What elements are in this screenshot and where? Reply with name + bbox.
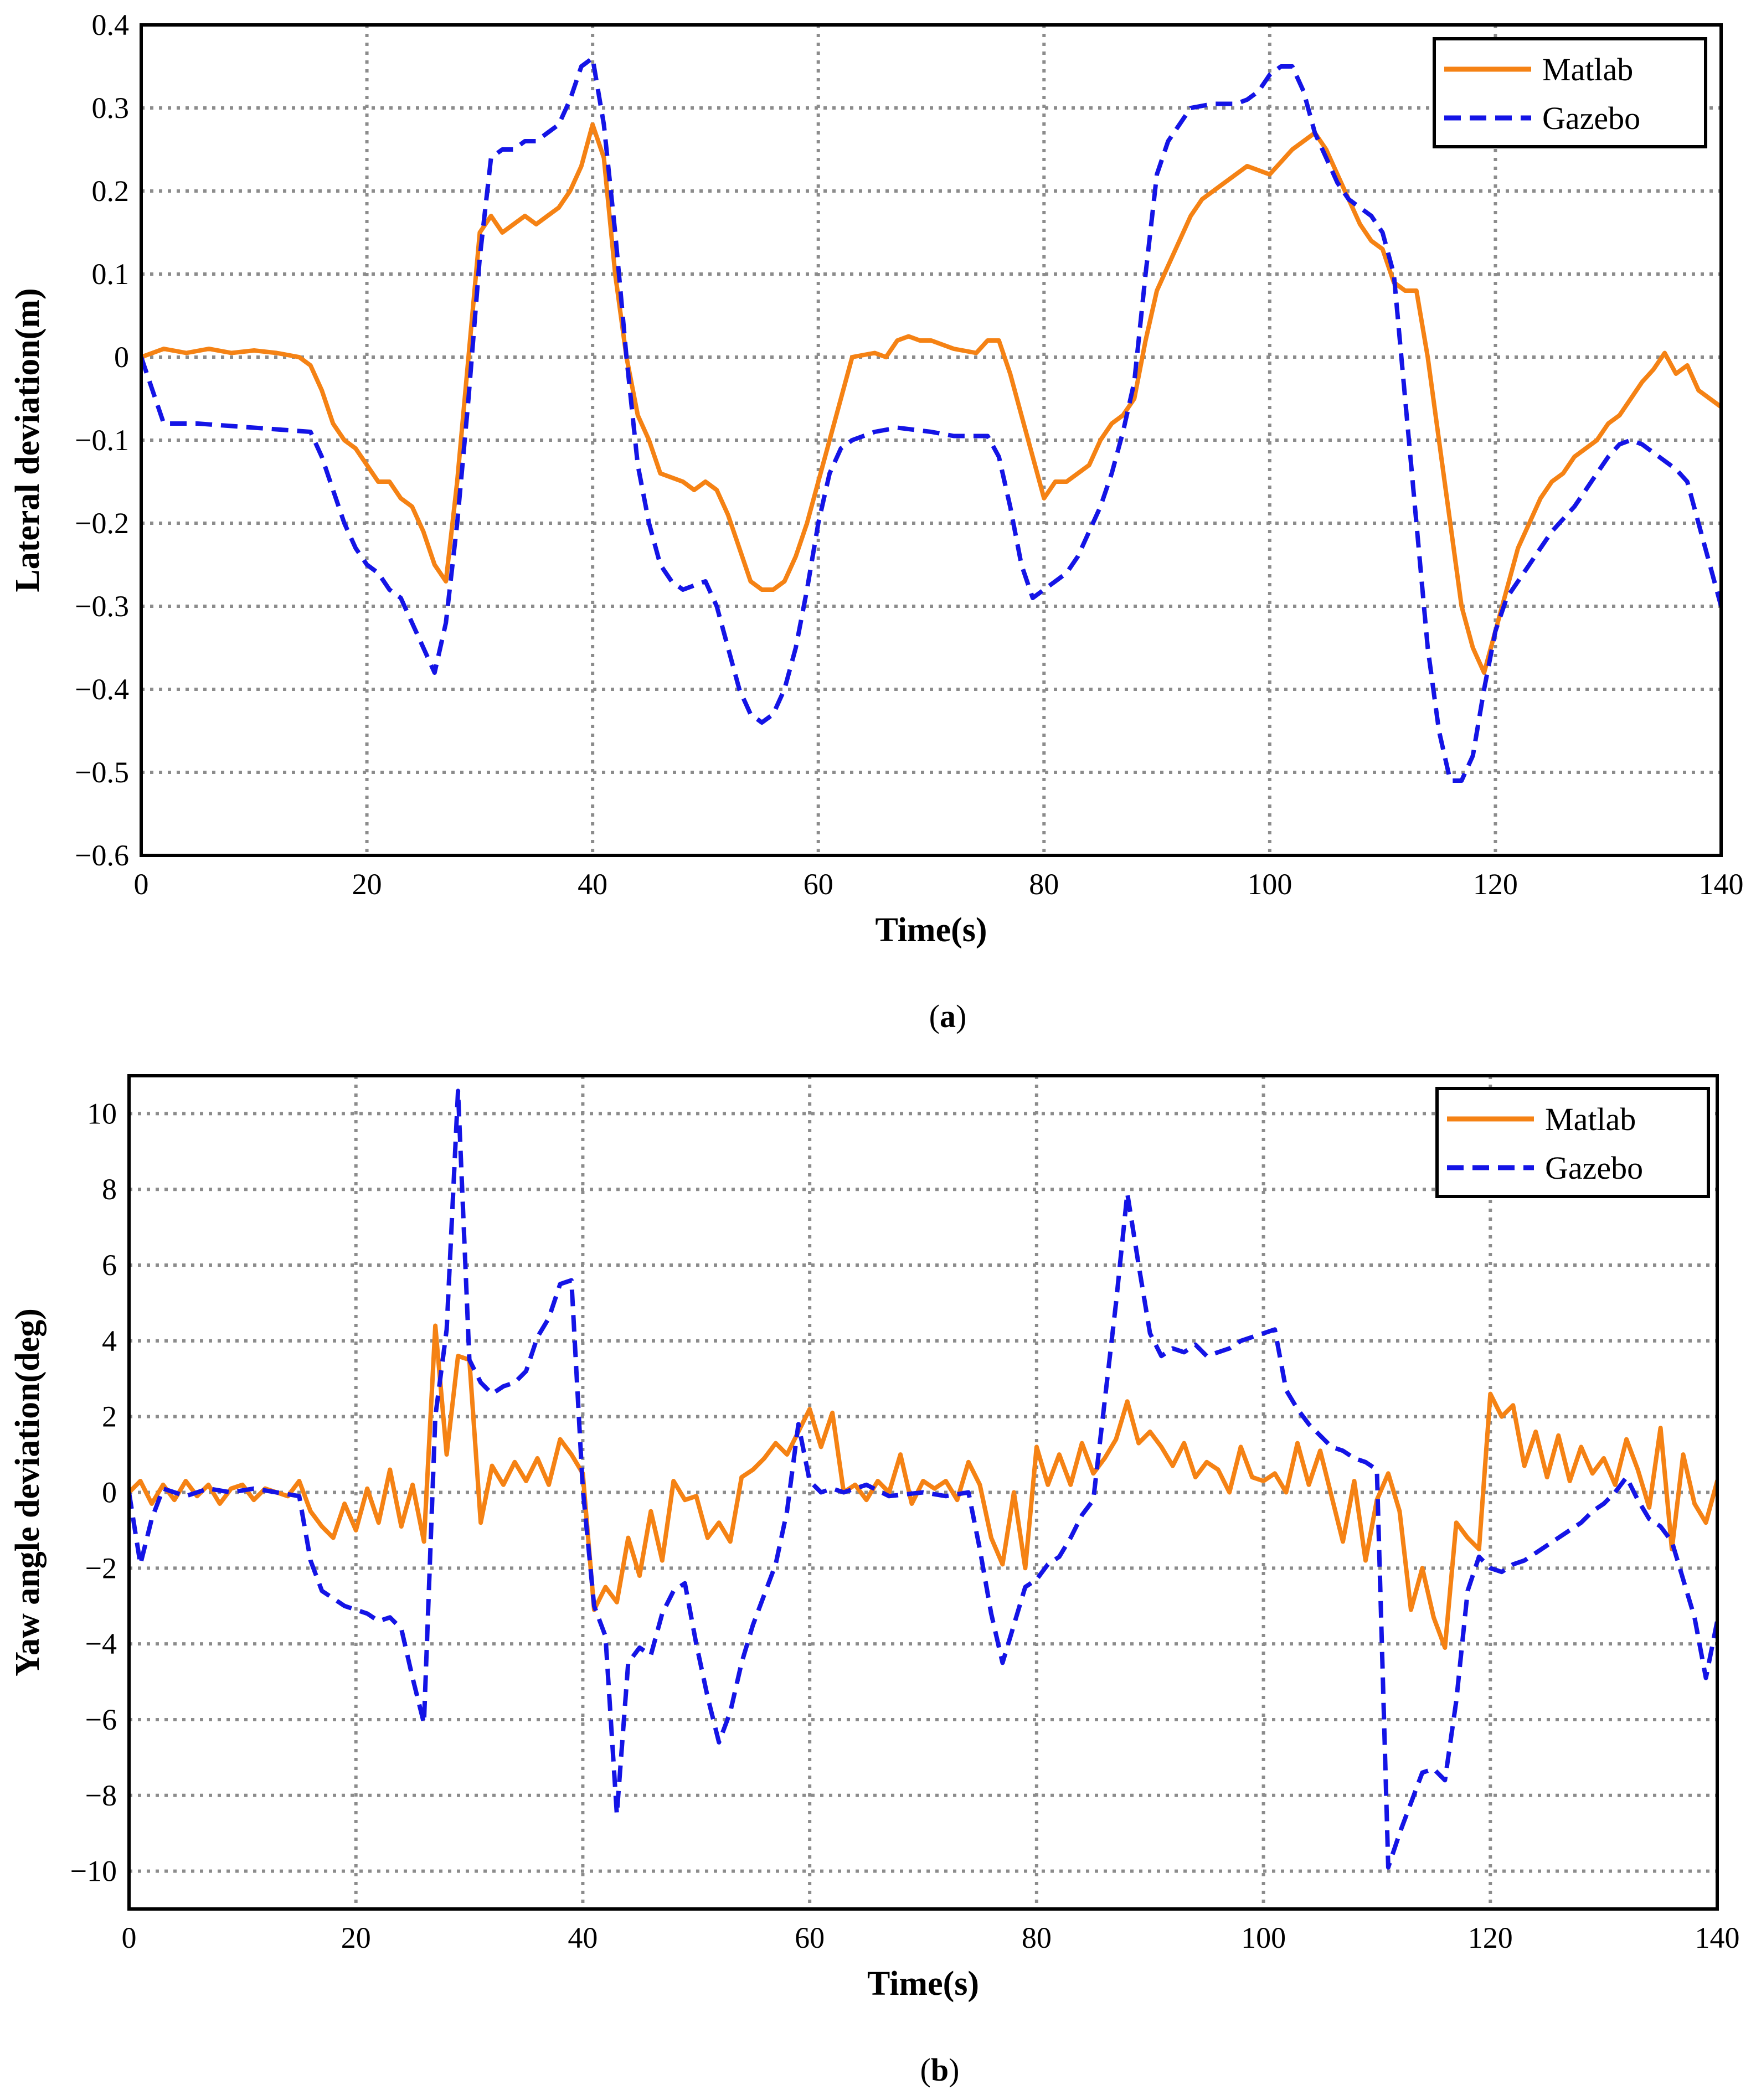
y-tick-label: −8 bbox=[85, 1779, 117, 1812]
chart-yaw-angle-deviation: 0 20 40 60 80 100 120 140 −10 −8 −6 −4 −2 0 2 4 6 8 10 Ti… bbox=[9, 1074, 1740, 2088]
x-tick-labels: 0 20 40 60 80 100 120 140 bbox=[122, 1921, 1740, 1954]
series-lines bbox=[141, 56, 1721, 783]
x-tick-label: 140 bbox=[1695, 1921, 1740, 1954]
x-tick-label: 120 bbox=[1473, 868, 1518, 901]
x-tick-label: 40 bbox=[578, 868, 607, 901]
caption: (a) bbox=[929, 998, 967, 1034]
x-tick-label: 120 bbox=[1468, 1921, 1513, 1954]
chart-lateral-deviation: 0 20 40 60 80 100 120 140 −0.6−0.5−0.4−0.3−0.2−… bbox=[9, 8, 1744, 1034]
legend-box bbox=[1435, 1087, 1710, 1198]
x-tick-label: 100 bbox=[1247, 868, 1292, 901]
legend: Matlab Gazebo bbox=[1435, 1087, 1710, 1198]
legend-label-gazebo: Gazebo bbox=[1542, 100, 1640, 136]
legend-label-gazebo: Gazebo bbox=[1545, 1150, 1643, 1186]
series-line-matlab bbox=[141, 122, 1721, 675]
plot-frame bbox=[140, 23, 1723, 857]
y-tick-label: −0.5 bbox=[75, 756, 129, 789]
y-tick-label: −2 bbox=[85, 1551, 117, 1585]
y-tick-label: 0 bbox=[114, 340, 129, 374]
y-tick-label: −6 bbox=[85, 1703, 117, 1736]
caption-label: a bbox=[940, 998, 956, 1034]
x-axis-label: Time(s) bbox=[867, 1965, 979, 2003]
series-line-gazebo bbox=[141, 56, 1721, 783]
series-lines bbox=[129, 1088, 1717, 1870]
x-axis-label: Time(s) bbox=[875, 911, 987, 949]
y-axis-label: Yaw angle deviation(deg) bbox=[9, 1308, 47, 1676]
y-axis-label: Lateral deviation(m) bbox=[9, 288, 47, 592]
y-tick-label: 0.4 bbox=[92, 8, 130, 42]
y-tick-labels: −0.6 −0.5 −0.4 −0.3 −0.2 −0.1 0 0.1 0.2 0.3 0.4 bbox=[75, 8, 129, 872]
x-tick-label: 20 bbox=[341, 1921, 371, 1954]
x-tick-label: 60 bbox=[795, 1921, 825, 1954]
y-tick-label: −4 bbox=[85, 1627, 117, 1660]
legend: Matlab Gazebo bbox=[1433, 37, 1707, 148]
y-tick-label: 4 bbox=[102, 1324, 117, 1358]
legend-box bbox=[1433, 37, 1707, 148]
series-line-gazebo bbox=[129, 1088, 1717, 1870]
y-tick-label: 0 bbox=[102, 1476, 117, 1509]
x-tick-label: 60 bbox=[804, 868, 833, 901]
x-tick-label: 80 bbox=[1029, 868, 1059, 901]
x-tick-label: 140 bbox=[1699, 868, 1744, 901]
x-tick-label: 0 bbox=[122, 1921, 137, 1954]
legend-label-matlab: Matlab bbox=[1542, 51, 1633, 87]
series-line-matlab bbox=[129, 1323, 1717, 1650]
y-tick-label: 6 bbox=[102, 1248, 117, 1282]
caption: (b) bbox=[920, 2052, 960, 2088]
y-tick-label: −0.6 bbox=[75, 839, 129, 872]
y-tick-labels: −10 −8 −6 −4 −2 0 2 4 6 8 10 bbox=[70, 1097, 117, 1887]
x-tick-label: 80 bbox=[1022, 1921, 1052, 1954]
x-tick-label: 100 bbox=[1241, 1921, 1286, 1954]
x-tick-label: 20 bbox=[352, 868, 382, 901]
y-tick-label: −0.1 bbox=[75, 424, 129, 457]
x-tick-label: 0 bbox=[134, 868, 149, 901]
y-tick-label: 0.1 bbox=[92, 257, 130, 291]
y-tick-label: −10 bbox=[70, 1855, 117, 1888]
y-tick-label: −0.4 bbox=[75, 673, 129, 706]
y-tick-label: 8 bbox=[102, 1173, 117, 1206]
y-tick-label: −0.2 bbox=[75, 507, 129, 540]
y-tick-label: −0.3 bbox=[75, 590, 129, 623]
caption-label: b bbox=[931, 2052, 949, 2088]
x-tick-label: 40 bbox=[568, 1921, 598, 1954]
legend-label-matlab: Matlab bbox=[1545, 1101, 1636, 1137]
y-tick-label: 2 bbox=[102, 1400, 117, 1433]
y-tick-label: 10 bbox=[87, 1097, 117, 1130]
y-tick-label: 0.3 bbox=[92, 91, 130, 125]
plot-frame bbox=[127, 1074, 1719, 1911]
grid-lines bbox=[141, 25, 1721, 855]
y-tick-label: 0.2 bbox=[92, 174, 130, 208]
x-tick-labels: 0 20 40 60 80 100 120 140 bbox=[134, 868, 1744, 901]
